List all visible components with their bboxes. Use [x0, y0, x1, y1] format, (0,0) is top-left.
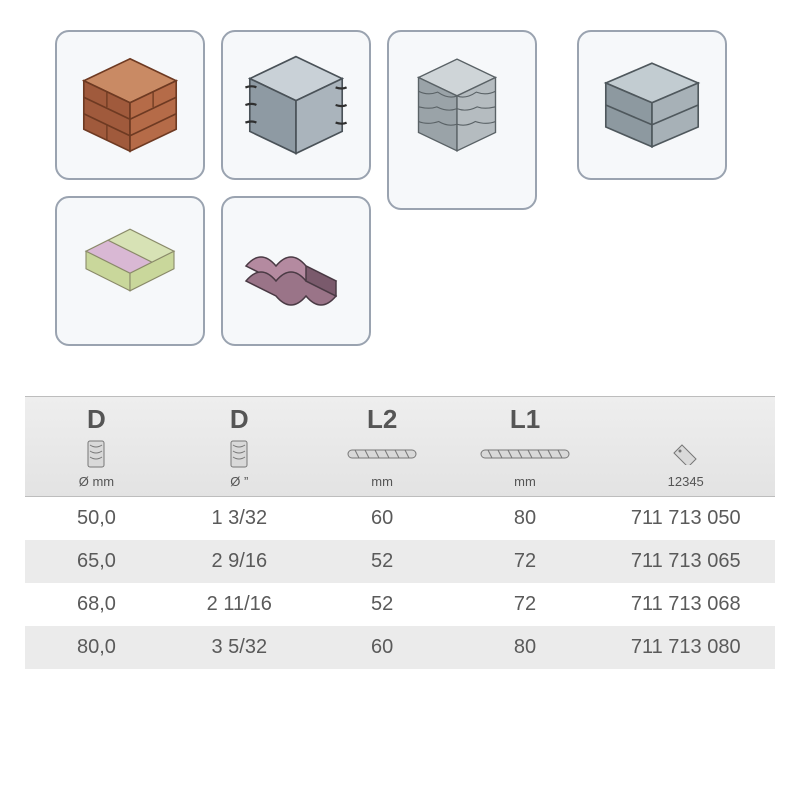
cell-d_inch: 2 11/16 — [168, 593, 311, 616]
cell-ref: 711 713 080 — [596, 636, 775, 659]
cell-d_inch: 2 9/16 — [168, 550, 311, 573]
cell-ref: 711 713 065 — [596, 550, 775, 573]
col-sub: Ø ” — [230, 474, 248, 489]
col-l2: L2 mm — [311, 405, 454, 490]
material-concrete-block — [577, 30, 727, 180]
cell-l2: 52 — [311, 550, 454, 573]
cell-l1: 80 — [454, 507, 597, 530]
material-roof-tile — [221, 196, 371, 346]
table-row: 80,03 5/326080711 713 080 — [25, 626, 775, 669]
table-row: 68,02 11/165272711 713 068 — [25, 583, 775, 626]
col-title: D — [25, 405, 168, 435]
roof-tile-icon — [236, 231, 356, 311]
col-title: L1 — [454, 405, 597, 435]
material-brick — [55, 30, 205, 180]
cell-l2: 60 — [311, 507, 454, 530]
cell-l1: 72 — [454, 550, 597, 573]
table-body: 50,01 3/326080711 713 05065,02 9/1652727… — [25, 497, 775, 669]
cell-d_inch: 1 3/32 — [168, 507, 311, 530]
cell-l2: 52 — [311, 593, 454, 616]
table-row: 65,02 9/165272711 713 065 — [25, 540, 775, 583]
cell-ref: 711 713 050 — [596, 507, 775, 530]
cell-l1: 72 — [454, 593, 597, 616]
materials-grid — [25, 30, 775, 346]
spec-table: D Ø mm D Ø ” L2 mm L1 mm — [25, 396, 775, 669]
col-d-mm: D Ø mm — [25, 405, 168, 490]
col-sub: mm — [371, 474, 393, 489]
col-l1: L1 mm — [454, 405, 597, 490]
cell-d_mm: 65,0 — [25, 550, 168, 573]
col-sub: Ø mm — [79, 474, 114, 489]
col-sub: 12345 — [668, 474, 704, 489]
brick-icon — [75, 50, 185, 160]
cell-l1: 80 — [454, 636, 597, 659]
cell-d_mm: 68,0 — [25, 593, 168, 616]
material-tile — [55, 196, 205, 346]
bit-end-icon — [25, 437, 168, 471]
cell-d_mm: 80,0 — [25, 636, 168, 659]
flute-short-icon — [311, 437, 454, 471]
material-stone — [387, 30, 537, 210]
table-header: D Ø mm D Ø ” L2 mm L1 mm — [25, 396, 775, 497]
col-d-inch: D Ø ” — [168, 405, 311, 490]
material-reinforced-concrete — [221, 30, 371, 180]
cell-d_inch: 3 5/32 — [168, 636, 311, 659]
col-title: D — [168, 405, 311, 435]
cell-d_mm: 50,0 — [25, 507, 168, 530]
stone-icon — [402, 50, 522, 190]
col-title: L2 — [311, 405, 454, 435]
tile-icon — [75, 216, 185, 326]
cell-l2: 60 — [311, 636, 454, 659]
bit-end-icon — [168, 437, 311, 471]
col-ref: . 12345 — [596, 405, 775, 490]
concrete-block-icon — [597, 50, 707, 160]
table-row: 50,01 3/326080711 713 050 — [25, 497, 775, 540]
flute-long-icon — [454, 437, 597, 471]
ref-tag-icon — [596, 437, 775, 471]
col-sub: mm — [514, 474, 536, 489]
reinforced-concrete-icon — [241, 50, 351, 160]
cell-ref: 711 713 068 — [596, 593, 775, 616]
